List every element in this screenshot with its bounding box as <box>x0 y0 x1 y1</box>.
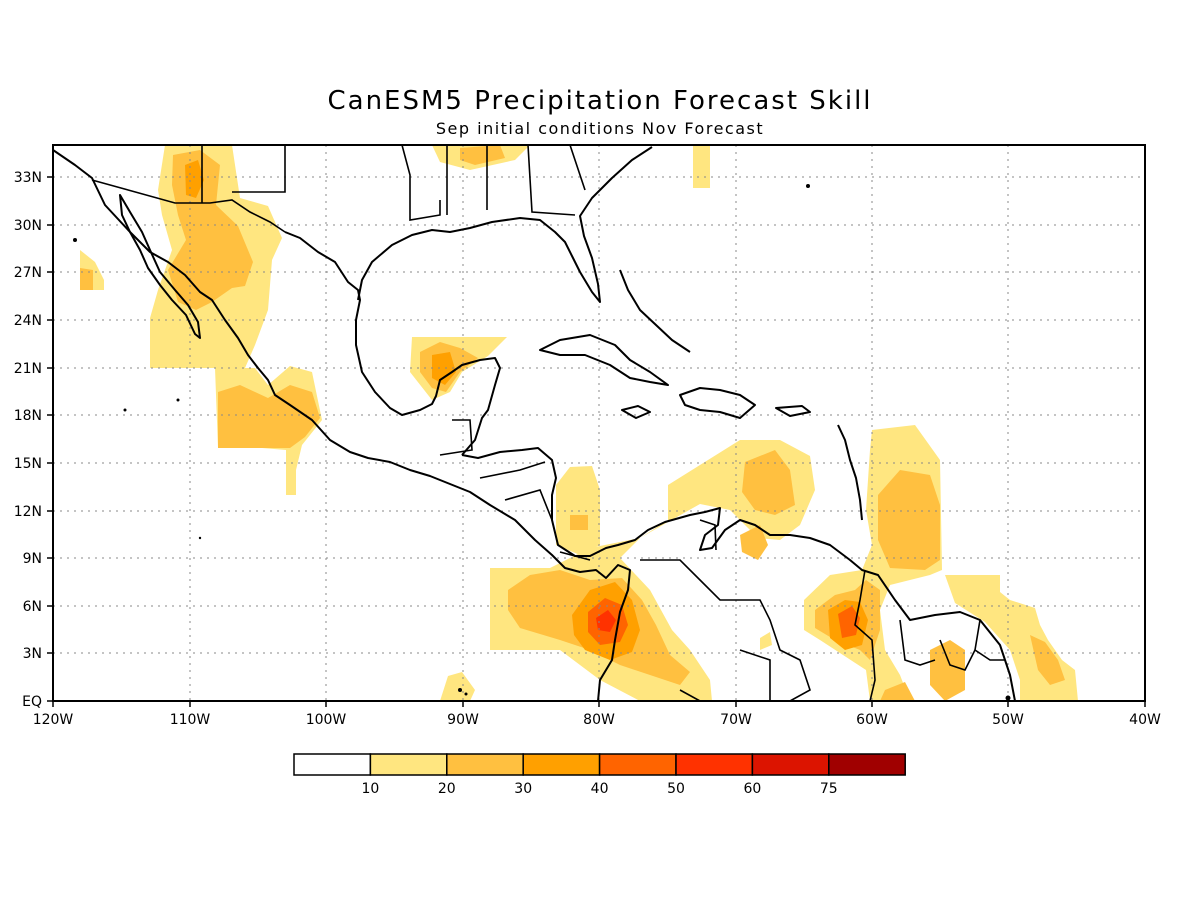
lat-label: 6N <box>23 599 42 615</box>
lon-label: 100W <box>306 712 347 728</box>
colorbar-label: 20 <box>438 781 456 797</box>
lon-label: 80W <box>583 712 615 728</box>
lat-label: 24N <box>14 313 42 329</box>
lat-label: 30N <box>14 218 42 234</box>
lon-label: 40W <box>1129 712 1161 728</box>
axis-ticks <box>47 176 1146 707</box>
skill-level-50-60 <box>596 610 616 632</box>
colorbar-label: 50 <box>667 781 685 797</box>
chart-subtitle: Sep initial conditions Nov Forecast <box>435 119 765 138</box>
country-borders <box>91 145 1005 701</box>
lat-label: 9N <box>23 551 42 567</box>
lon-label: 60W <box>856 712 888 728</box>
lat-axis-labels: EQ 3N 6N 9N 12N 15N 18N 21N 24N 27N 30N … <box>14 170 42 710</box>
colorbar-label: 75 <box>820 781 838 797</box>
colorbar-label: 60 <box>743 781 761 797</box>
colorbar: 10 20 30 40 50 60 75 <box>293 753 906 797</box>
lon-label: 90W <box>447 712 479 728</box>
chart-title: CanESM5 Precipitation Forecast Skill <box>327 86 873 116</box>
colorbar-swatch <box>751 753 830 776</box>
colorbar-label: 40 <box>591 781 609 797</box>
colorbar-swatch <box>369 753 448 776</box>
colorbar-swatch <box>293 753 372 776</box>
lon-label: 110W <box>170 712 211 728</box>
colorbar-label: 30 <box>514 781 532 797</box>
lat-label: 12N <box>14 504 42 520</box>
lat-label: 3N <box>23 646 42 662</box>
lat-label: 27N <box>14 265 42 281</box>
lon-label: 50W <box>992 712 1024 728</box>
lon-label: 70W <box>720 712 752 728</box>
lat-label: 33N <box>14 170 42 186</box>
colorbar-swatch <box>598 753 677 776</box>
colorbar-swatch <box>675 753 754 776</box>
skill-shading <box>80 145 1078 701</box>
lat-label: 15N <box>14 456 42 472</box>
lat-label: EQ <box>22 694 42 710</box>
map-gridlines <box>53 145 1145 701</box>
colorbar-swatch <box>828 753 906 776</box>
colorbar-swatch <box>522 753 601 776</box>
lat-label: 18N <box>14 408 42 424</box>
colorbar-swatch <box>446 753 524 776</box>
lon-axis-labels: 120W 110W 100W 90W 80W 70W 60W 50W 40W <box>33 712 1161 728</box>
colorbar-label: 10 <box>361 781 379 797</box>
lon-label: 120W <box>33 712 74 728</box>
lat-label: 21N <box>14 361 42 377</box>
coastlines <box>53 146 1016 701</box>
islands <box>73 184 1011 701</box>
